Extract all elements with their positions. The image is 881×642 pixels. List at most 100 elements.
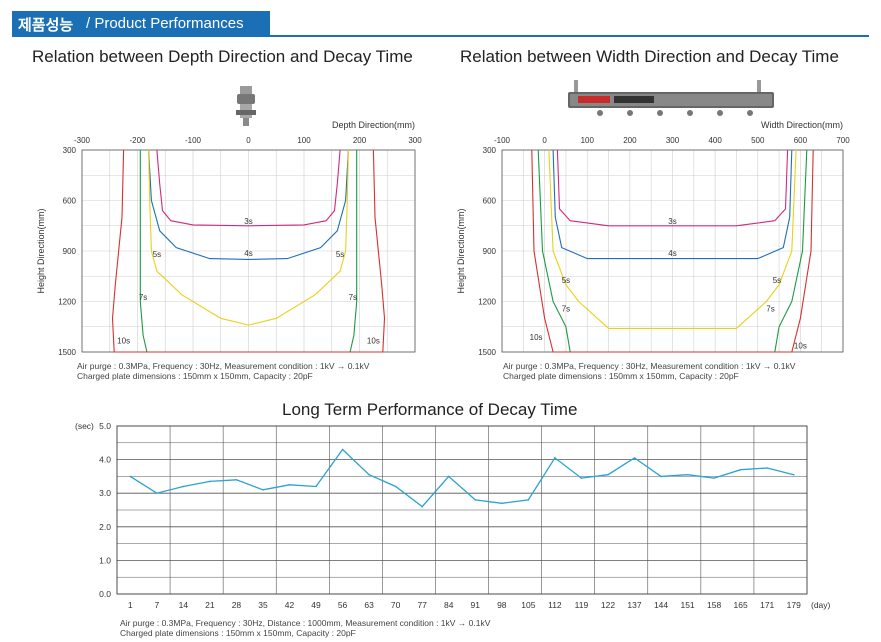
width-x-tick-label: -100	[494, 136, 511, 145]
longterm-data-point	[262, 489, 264, 491]
longterm-data-point	[209, 480, 211, 483]
longterm-data-point	[660, 475, 662, 478]
longterm-x-tick-label: 63	[364, 600, 374, 610]
depth-decay-chart: -300 -200 -100 0 100 200 300 300 600 900 1200 1500 D…	[36, 120, 422, 357]
width-y-tick-label: 900	[483, 247, 497, 256]
depth-series-label: 7s	[349, 293, 357, 302]
width-y-tick-label: 1200	[478, 298, 496, 307]
depth-series-label: 3s	[244, 217, 252, 226]
depth-chart-notes: Air purge : 0.3MPa, Frequency : 30Hz, Me…	[77, 361, 369, 381]
longterm-data-point	[182, 485, 185, 488]
longterm-x-tick-label: 105	[521, 600, 535, 610]
longterm-y-tick-label: 2.0	[99, 522, 111, 532]
longterm-y-axis-label: (sec)	[75, 421, 94, 431]
width-series-label: 5s	[773, 276, 781, 285]
longterm-data-point	[554, 457, 556, 459]
longterm-x-tick-label: 144	[654, 600, 668, 610]
width-note-line-1: Air purge : 0.3MPa, Frequency : 30Hz, Me…	[503, 361, 796, 371]
width-series-label: 5s	[562, 276, 570, 285]
depth-x-tick-label: -100	[185, 136, 202, 145]
ionizer-bar-illustration	[568, 80, 774, 116]
depth-series-label: 4s	[244, 249, 252, 258]
width-y-tick-label: 300	[483, 146, 497, 155]
width-note-line-2: Charged plate dimensions : 150mm x 150mm…	[503, 371, 739, 381]
longterm-data-point	[501, 502, 503, 505]
width-y-tick-label: 1500	[478, 348, 496, 357]
longterm-data-point	[739, 468, 742, 471]
depth-series-label: 10s	[367, 337, 380, 346]
width-chart-title: Relation between Width Direction and Dec…	[460, 47, 839, 66]
header-underline	[12, 35, 869, 37]
longterm-x-tick-label: 122	[601, 600, 615, 610]
longterm-data-point	[607, 473, 609, 476]
longterm-decay-chart: 5.0 4.0 3.0 2.0 1.0 0.0 (sec) 1 7 14 21 28 35 42 49 56 6…	[75, 421, 831, 610]
longterm-x-tick-label: 49	[311, 600, 321, 610]
longterm-data-point	[527, 499, 530, 501]
depth-chart-title: Relation between Depth Direction and Dec…	[32, 47, 413, 66]
width-series-label: 4s	[668, 249, 676, 258]
longterm-x-tick-label: 14	[179, 600, 189, 610]
longterm-x-tick-label: 21	[205, 600, 215, 610]
longterm-x-tick-label: 165	[734, 600, 748, 610]
longterm-x-tick-label: 112	[548, 600, 562, 610]
longterm-data-point	[633, 457, 636, 459]
longterm-x-tick-label: 98	[497, 600, 507, 610]
width-series-label: 7s	[766, 305, 774, 314]
depth-x-tick-label: -200	[129, 136, 146, 145]
longterm-chart-title: Long Term Performance of Decay Time	[282, 400, 578, 419]
longterm-x-tick-label: 171	[760, 600, 774, 610]
longterm-x-tick-label: 77	[417, 600, 427, 610]
section-title-korean: 제품성능	[18, 16, 74, 34]
longterm-x-tick-label: 179	[787, 600, 801, 610]
longterm-x-tick-label: 84	[444, 600, 454, 610]
depth-series-label: 10s	[117, 337, 130, 346]
depth-x-tick-label: 0	[246, 136, 251, 145]
longterm-x-tick-label: 28	[232, 600, 242, 610]
depth-series-5s-line	[148, 149, 349, 326]
width-x-tick-label: 200	[623, 136, 637, 145]
longterm-data-point	[156, 492, 158, 495]
width-series-label: 10s	[794, 342, 807, 351]
depth-note-line-2: Charged plate dimensions : 150mm x 150mm…	[77, 371, 313, 381]
longterm-note-line-1: Air purge : 0.3MPa, Frequency : 30Hz, Di…	[120, 618, 491, 628]
width-series-3s-line	[556, 149, 789, 227]
width-series-label: 7s	[562, 305, 570, 314]
width-x-tick-label: 400	[708, 136, 722, 145]
longterm-x-tick-label: 137	[627, 600, 641, 610]
longterm-x-tick-label: 42	[285, 600, 295, 610]
depth-x-tick-label: 200	[353, 136, 367, 145]
depth-x-tick-label: 100	[297, 136, 311, 145]
depth-y-tick-label: 300	[63, 146, 77, 155]
longterm-data-point	[447, 475, 450, 478]
depth-note-line-1: Air purge : 0.3MPa, Frequency : 30Hz, Me…	[77, 361, 370, 371]
width-y-axis-label: Height Direction(mm)	[456, 208, 466, 293]
width-x-tick-label: 0	[542, 136, 547, 145]
width-decay-chart: -100 0 100 200 300 400 500 600 700 300 600 900 1200 1…	[456, 120, 850, 357]
longterm-y-tick-label: 5.0	[99, 421, 111, 431]
longterm-series-line	[129, 448, 794, 508]
longterm-data-point	[288, 484, 291, 486]
longterm-data-point	[394, 485, 397, 488]
width-series-label: 3s	[668, 217, 676, 226]
longterm-data-point	[686, 473, 689, 476]
longterm-data-point	[713, 477, 715, 479]
width-series-10s-line	[531, 149, 814, 353]
depth-y-tick-label: 900	[63, 247, 77, 256]
width-x-tick-label: 300	[666, 136, 680, 145]
depth-series-4s-line	[148, 149, 349, 260]
width-y-tick-label: 600	[483, 197, 497, 206]
width-x-axis-label: Width Direction(mm)	[761, 120, 843, 130]
longterm-data-point	[766, 467, 768, 469]
width-x-tick-label: 700	[836, 136, 850, 145]
longterm-x-tick-label: 158	[707, 600, 721, 610]
longterm-y-tick-label: 1.0	[99, 555, 111, 565]
width-series-5s-line	[548, 149, 797, 329]
longterm-data-point	[792, 473, 795, 476]
depth-series-label: 5s	[153, 250, 161, 259]
depth-y-tick-label: 1500	[58, 348, 76, 357]
longterm-x-tick-label: 1	[128, 600, 133, 610]
depth-series-label: 7s	[139, 293, 147, 302]
depth-series-label: 5s	[336, 250, 344, 259]
longterm-data-point	[474, 499, 477, 501]
longterm-x-tick-label: 7	[154, 600, 159, 610]
